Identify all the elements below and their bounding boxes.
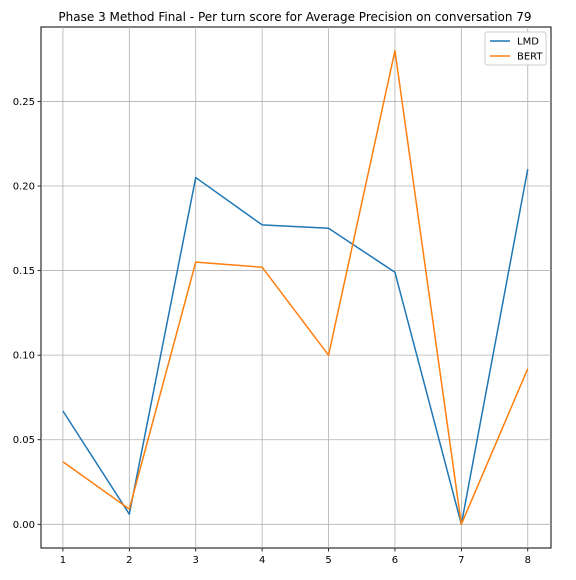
x-tick-label: 7 bbox=[458, 555, 464, 566]
x-tick-label: 6 bbox=[392, 555, 398, 566]
series-lines bbox=[62, 49, 529, 526]
y-tick-label: 0.10 bbox=[13, 351, 35, 362]
y-tick-label: 0.05 bbox=[13, 435, 35, 446]
y-tick-label: 0.25 bbox=[13, 97, 35, 108]
x-tick-label: 5 bbox=[325, 555, 331, 566]
series-line-lmd bbox=[62, 168, 529, 526]
legend-label-lmd: LMD bbox=[517, 37, 539, 48]
y-tick-label: 0.15 bbox=[13, 266, 35, 277]
series-line-bert bbox=[62, 49, 529, 526]
plot-area bbox=[40, 26, 552, 549]
grid bbox=[41, 27, 551, 548]
x-tick-label: 1 bbox=[60, 555, 66, 566]
y-tick-label: 0.20 bbox=[13, 182, 35, 193]
legend: LMD BERT bbox=[484, 31, 547, 66]
x-tick-label: 3 bbox=[193, 555, 199, 566]
chart-title: Phase 3 Method Final - Per turn score fo… bbox=[58, 10, 531, 24]
x-tick-label: 4 bbox=[259, 555, 265, 566]
x-tick-label: 8 bbox=[525, 555, 531, 566]
y-tick-label: 0.00 bbox=[13, 520, 35, 531]
x-tick-label: 2 bbox=[126, 555, 132, 566]
axis-ticks: 1 2 3 4 5 6 7 8 0.00 0.05 0.10 0.15 0.20 0.25 bbox=[13, 97, 531, 566]
legend-label-bert: BERT bbox=[517, 52, 543, 63]
